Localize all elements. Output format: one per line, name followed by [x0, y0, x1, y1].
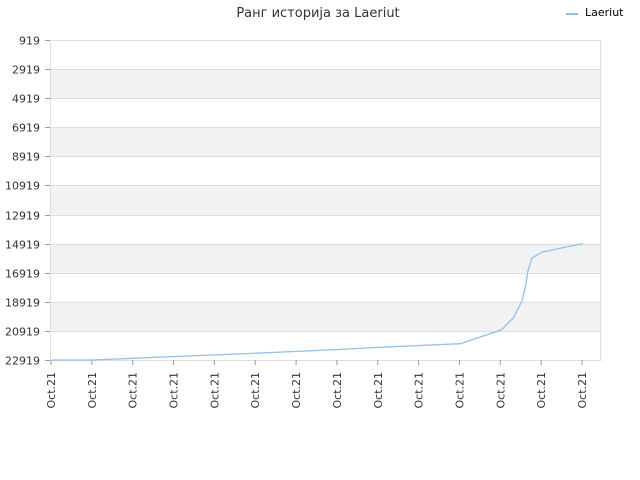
y-tick-label: 20919 [5, 326, 40, 339]
y-tick-label: 2919 [12, 64, 40, 77]
plot-band [50, 243, 600, 273]
x-tick-label: Oct.21 [453, 372, 466, 409]
plot-bands [50, 40, 600, 360]
x-tick-label: Oct.21 [494, 372, 507, 409]
y-tick-label: 18919 [5, 297, 40, 310]
y-axis: 919 2919 4919 6919 8919 10919 12919 14919 16919 1… [5, 35, 50, 368]
y-tick-label: 919 [19, 35, 40, 48]
chart-title: Ранг историја за Laeriut [236, 6, 399, 21]
plot-frame [50, 40, 601, 361]
x-tick-label: Oct.21 [208, 372, 221, 409]
x-tick-label: Oct.21 [535, 372, 548, 409]
y-tick-label: 14919 [5, 239, 40, 252]
plot-band [50, 330, 600, 360]
x-tick-label: Oct.21 [331, 372, 344, 409]
x-tick-label: Oct.21 [249, 372, 262, 409]
x-tick-label: Oct.21 [168, 372, 181, 409]
y-tick-label: 12919 [5, 210, 40, 223]
plot-band [50, 214, 600, 244]
plot-band [50, 69, 600, 99]
y-tick-label: 6919 [12, 122, 40, 135]
x-tick-label: Oct.21 [413, 372, 426, 409]
plot-band [50, 98, 600, 128]
series-line-laeriut [52, 242, 584, 361]
x-tick-label: Oct.21 [45, 372, 58, 409]
x-axis: Oct.21 Oct.21 Oct.21 Oct.21 Oct.21 Oct.21 Oct.… [45, 360, 589, 409]
plot-band [50, 272, 600, 302]
plot-band [50, 40, 600, 70]
y-tick-label: 4919 [12, 93, 40, 106]
plot-band [50, 127, 600, 157]
legend-label[interactable]: Laeriut [585, 6, 624, 19]
x-tick-label: Oct.21 [86, 372, 99, 409]
y-tick-label: 16919 [5, 268, 40, 281]
y-tick-label: 22919 [5, 355, 40, 368]
legend[interactable]: Laeriut [566, 6, 624, 19]
x-tick-label: Oct.21 [576, 372, 589, 409]
x-tick-label: Oct.21 [127, 372, 140, 409]
plot-band [50, 156, 600, 186]
y-tick-label: 8919 [12, 151, 40, 164]
y-tick-label: 10919 [5, 180, 40, 193]
x-tick-label: Oct.21 [290, 372, 303, 409]
plot-band [50, 301, 600, 331]
plot-band [50, 185, 600, 215]
x-tick-label: Oct.21 [372, 372, 385, 409]
series-group [52, 242, 584, 361]
